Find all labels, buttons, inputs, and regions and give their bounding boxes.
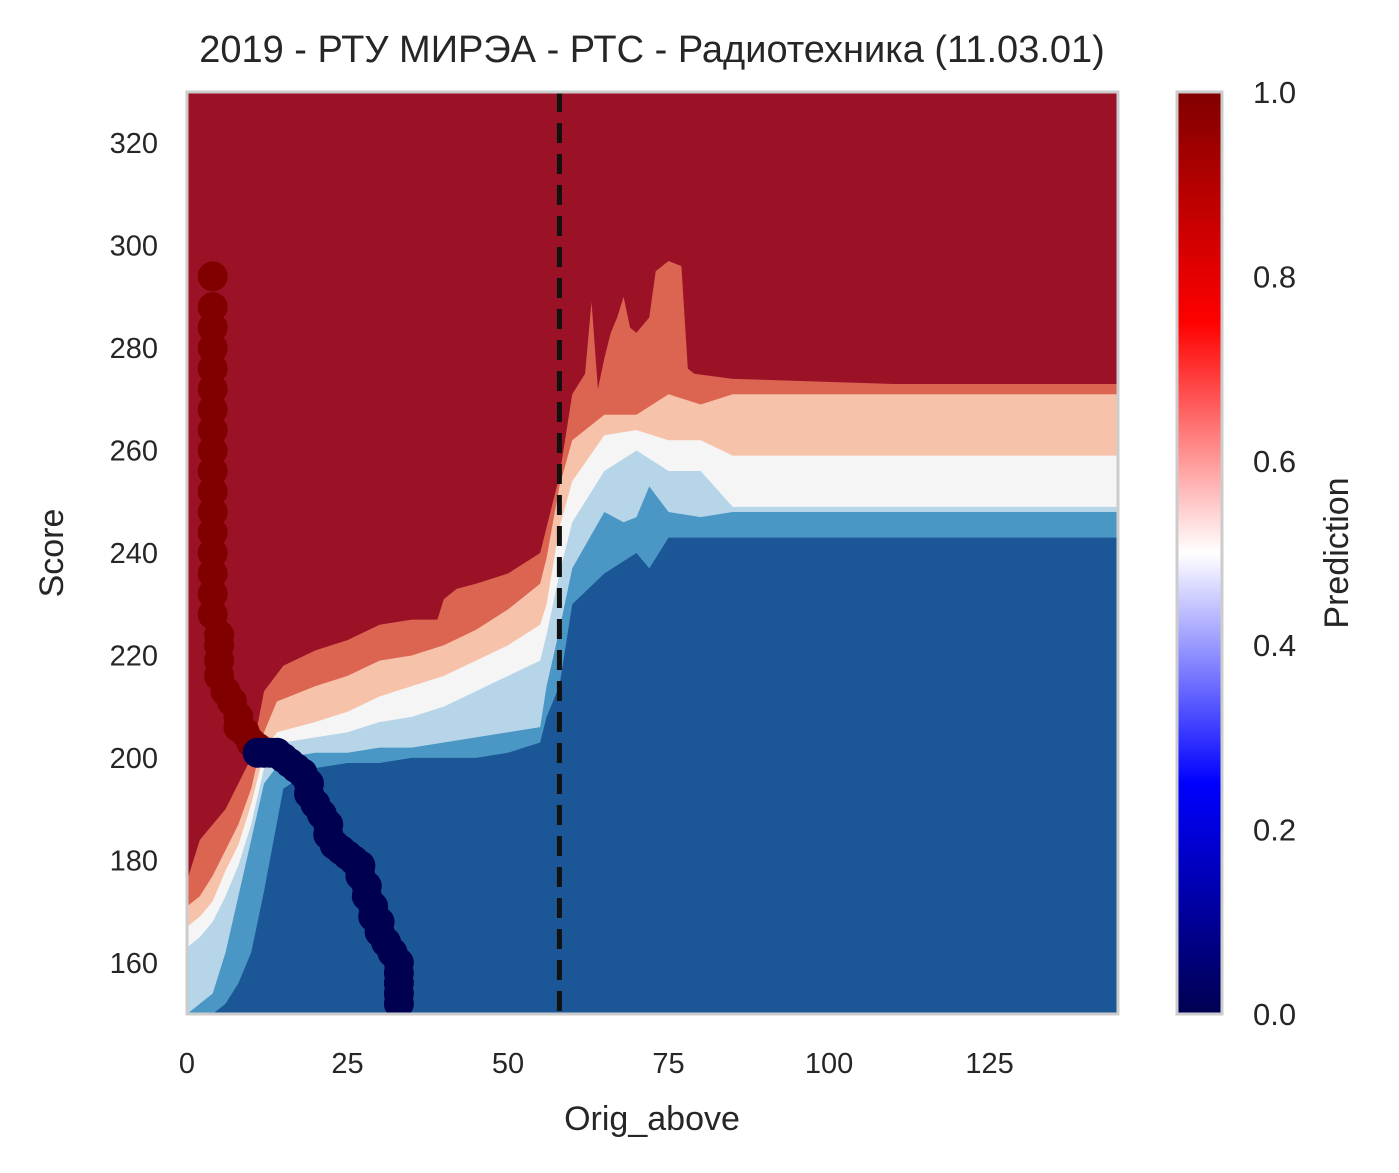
y-tick-label: 280 [110,333,158,365]
data-point-series-0 [197,261,228,292]
x-tick-label: 50 [492,1048,524,1080]
x-axis-label: Orig_above [564,1100,740,1138]
colorbar-tick-label: 0.6 [1253,444,1296,479]
x-tick-label: 0 [179,1048,195,1080]
x-tick-label: 25 [331,1048,363,1080]
colorbar-tick-label: 0.4 [1253,628,1296,663]
data-points [197,261,414,1014]
x-tick-label: 75 [652,1048,684,1080]
y-tick-label: 220 [110,640,158,672]
colorbar-tick-label: 0.8 [1253,259,1296,294]
chart-title: 2019 - РТУ МИРЭА - РТС - Радиотехника (1… [199,29,1105,71]
colorbar: 0.0 0.2 0.4 0.6 0.8 1.0 Prediction [1175,75,1356,1032]
colorbar-tick-label: 1.0 [1253,75,1296,110]
y-tick-label: 160 [110,948,158,980]
y-tick-label: 320 [110,128,158,160]
y-tick-label: 300 [110,231,158,263]
colorbar-ticks: 0.0 0.2 0.4 0.6 0.8 1.0 [1253,75,1296,1032]
x-axis-ticks: 0 25 50 75 100 125 [179,1048,1014,1080]
x-tick-label: 125 [965,1048,1013,1080]
colorbar-tick-label: 0.2 [1253,813,1296,848]
plot-area [187,92,1118,1014]
contour-bands [187,92,1118,1014]
x-tick-label: 100 [805,1048,853,1080]
y-tick-label: 200 [110,743,158,775]
y-tick-label: 240 [110,538,158,570]
y-tick-label: 260 [110,436,158,468]
plot-frame [185,90,1120,1016]
y-axis-ticks: 160 180 200 220 240 260 280 300 320 [110,128,158,980]
y-axis-label: Score [33,509,71,598]
colorbar-label: Prediction [1318,477,1356,628]
y-tick-label: 180 [110,845,158,877]
contour-band-b20 [187,537,1118,1014]
colorbar-gradient [1175,90,1224,1016]
data-point-series-1 [383,988,414,1014]
colorbar-tick-label: 0.0 [1253,997,1296,1032]
